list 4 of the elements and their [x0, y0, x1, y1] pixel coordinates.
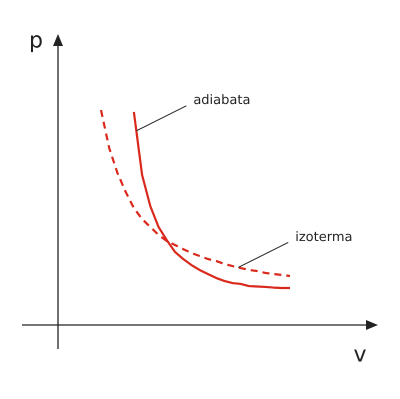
text: adiabata [193, 93, 250, 108]
y-axis-title: p [29, 28, 43, 54]
x-axis-title: v [353, 342, 367, 368]
text: izoterma [295, 230, 352, 245]
